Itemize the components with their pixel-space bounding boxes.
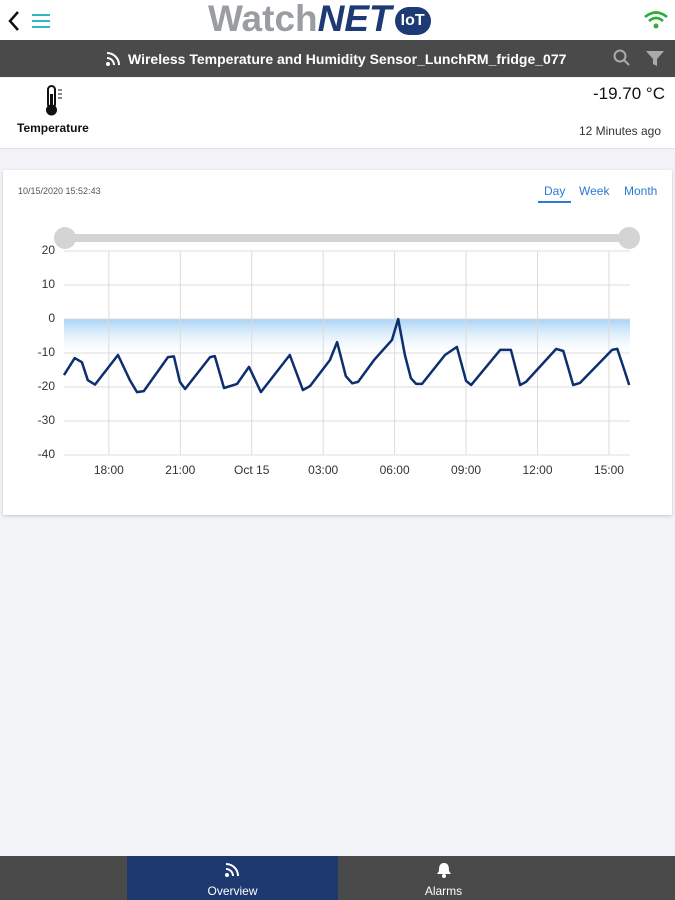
sensor-label: Temperature (17, 121, 89, 135)
sensor-row: Temperature -19.70 °C 12 Minutes ago (0, 78, 675, 149)
range-tab[interactable]: Day (538, 184, 572, 203)
x-tick-label: 15:00 (594, 463, 624, 477)
title-bar: Wireless Temperature and Humidity Sensor… (0, 40, 675, 77)
x-tick-label: 09:00 (451, 463, 481, 477)
bottom-nav: Overview Alarms (0, 856, 675, 900)
toolbar-icons[interactable] (612, 49, 668, 69)
logo: WatchNET IoT (208, 0, 431, 39)
threshold-band (64, 319, 630, 353)
chart: -40 -30 -20 -10 0 10 20 18:00 21:00 Oct 15 03:00 06… (38, 227, 640, 477)
y-tick-label: 0 (48, 311, 55, 325)
thermometer-icon (46, 85, 62, 116)
range-slider[interactable] (54, 227, 640, 249)
sensor-updated: 12 Minutes ago (578, 124, 661, 138)
logo-part: NET (317, 0, 392, 39)
nav-label: Overview (207, 884, 258, 898)
x-tick-label: 21:00 (165, 463, 195, 477)
y-tick-label: -20 (38, 379, 56, 393)
y-tick-label: -10 (38, 345, 56, 359)
x-tick-label: 18:00 (94, 463, 124, 477)
x-tick-label: Oct 15 (234, 463, 270, 477)
wifi-icon (644, 11, 668, 29)
y-tick-label: 20 (42, 243, 56, 257)
top-bar: WatchNET IoT (0, 0, 675, 40)
range-tab[interactable]: Week (579, 184, 610, 198)
feed-icon (106, 52, 120, 66)
logo-part: IoT (394, 7, 431, 35)
back-menu[interactable] (6, 10, 54, 32)
nav-icon (437, 863, 451, 878)
chart-timestamp: 10/15/2020 15:52:43 (18, 186, 101, 196)
range-tab[interactable]: Month (624, 184, 658, 198)
sensor-reading: -19.70 °C (592, 84, 665, 103)
x-tick-label: 12:00 (523, 463, 553, 477)
nav-item[interactable]: Alarms (338, 856, 549, 900)
x-tick-label: 03:00 (308, 463, 338, 477)
nav-item[interactable]: Overview (127, 856, 338, 900)
temperature-line (62, 317, 631, 394)
nav-label: Alarms (424, 884, 463, 898)
x-tick-label: 06:00 (380, 463, 410, 477)
device-title: Wireless Temperature and Humidity Sensor… (128, 51, 567, 67)
logo-part: Watch (208, 0, 318, 39)
y-tick-label: -40 (38, 447, 56, 461)
y-tick-label: -30 (38, 413, 56, 427)
nav-icon (225, 863, 239, 877)
y-tick-label: 10 (42, 277, 56, 291)
